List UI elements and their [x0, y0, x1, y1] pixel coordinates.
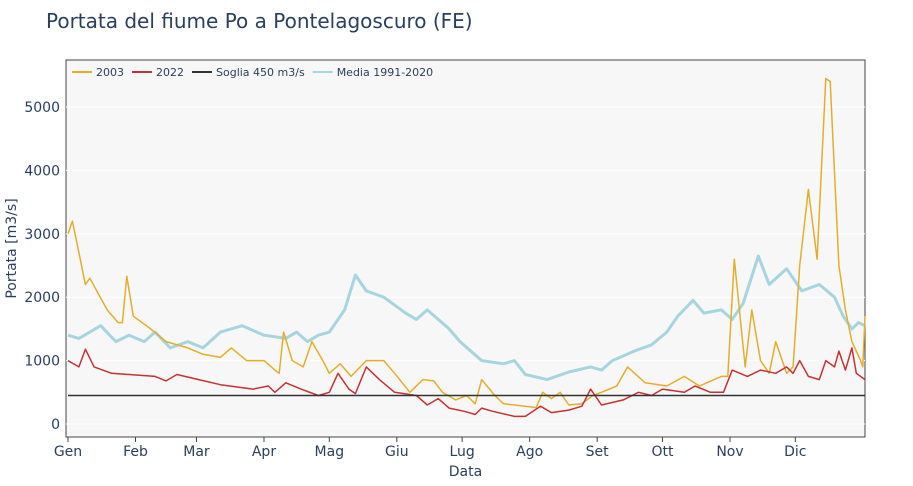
legend-background — [67, 61, 457, 83]
x-tick-label: Mag — [315, 444, 345, 460]
legend-label: 2022 — [156, 66, 184, 79]
legend-item: 2022 — [132, 66, 184, 79]
legend-item: Media 1991-2020 — [312, 66, 434, 79]
legend-item: Soglia 450 m3/s — [192, 66, 305, 79]
x-tick-label: Ago — [516, 444, 543, 460]
x-tick-label: Set — [586, 444, 610, 460]
legend-item: 2003 — [72, 66, 124, 79]
y-tick-label: 0 — [51, 417, 60, 433]
x-tick-label: Lug — [449, 444, 474, 460]
y-tick-label: 2000 — [24, 290, 60, 306]
x-tick-label: Mar — [183, 444, 210, 460]
x-tick-label: Gen — [54, 444, 82, 460]
y-tick-label: 1000 — [24, 354, 60, 370]
x-tick-label: Dic — [784, 444, 806, 460]
x-tick-label: Apr — [252, 444, 276, 460]
x-tick-label: Feb — [123, 444, 148, 460]
legend-label: Soglia 450 m3/s — [216, 66, 305, 79]
y-axis-label: Portata [m3/s] — [4, 198, 20, 298]
series-line-2003 — [67, 77, 866, 409]
x-tick-label: Giu — [385, 444, 409, 460]
y-tick-label: 4000 — [24, 163, 60, 179]
series-line-media-1991-2020 — [67, 254, 866, 382]
x-tick-label: Ott — [651, 444, 674, 460]
y-tick-label: 3000 — [24, 227, 60, 243]
chart-title: Portata del fiume Po a Pontelagoscuro (F… — [46, 9, 473, 33]
x-tick-label: Nov — [716, 444, 743, 460]
plot-area — [65, 59, 866, 438]
legend-label: Media 1991-2020 — [337, 66, 434, 79]
x-axis-label: Data — [449, 464, 482, 480]
y-tick-label: 5000 — [24, 100, 60, 116]
legend-label: 2003 — [96, 66, 124, 79]
series-line-2022 — [67, 347, 866, 418]
